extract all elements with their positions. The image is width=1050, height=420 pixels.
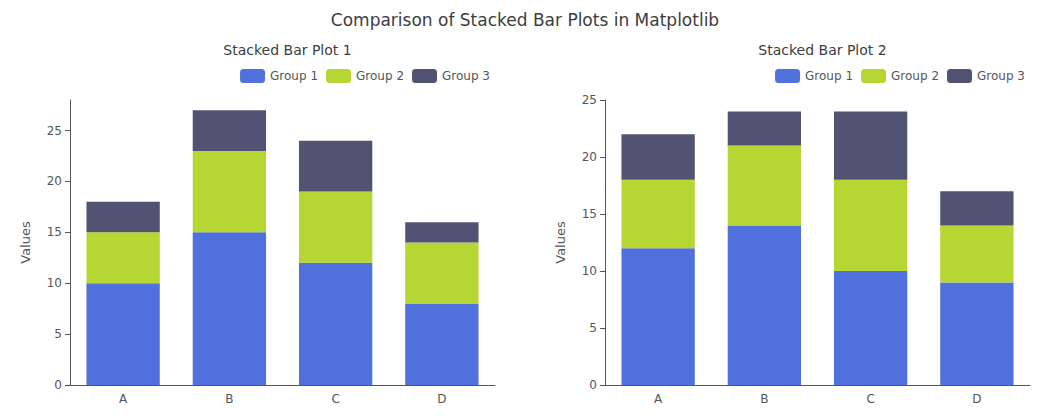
svg-text:0: 0: [589, 378, 597, 392]
svg-text:25: 25: [47, 124, 62, 138]
svg-text:Group 2: Group 2: [891, 69, 939, 83]
svg-text:10: 10: [47, 276, 62, 290]
svg-text:Group 3: Group 3: [442, 69, 490, 83]
svg-text:A: A: [119, 392, 128, 406]
svg-text:5: 5: [54, 327, 62, 341]
svg-text:15: 15: [47, 225, 62, 239]
svg-text:Group 1: Group 1: [270, 69, 318, 83]
svg-text:Group 3: Group 3: [977, 69, 1025, 83]
svg-text:Stacked Bar Plot 2: Stacked Bar Plot 2: [758, 42, 886, 58]
svg-text:D: D: [972, 392, 981, 406]
svg-text:Values: Values: [18, 221, 33, 264]
svg-text:A: A: [654, 392, 663, 406]
svg-text:20: 20: [47, 174, 62, 188]
svg-text:10: 10: [582, 264, 597, 278]
svg-text:Stacked Bar Plot 1: Stacked Bar Plot 1: [223, 42, 351, 58]
svg-text:B: B: [760, 392, 768, 406]
svg-text:15: 15: [582, 207, 597, 221]
svg-text:C: C: [866, 392, 874, 406]
svg-text:Group 2: Group 2: [356, 69, 404, 83]
svg-text:25: 25: [582, 93, 597, 107]
svg-text:20: 20: [582, 150, 597, 164]
svg-text:0: 0: [54, 378, 62, 392]
svg-text:Comparison of Stacked Bar Plot: Comparison of Stacked Bar Plots in Matpl…: [331, 10, 719, 30]
svg-text:B: B: [225, 392, 233, 406]
svg-text:Group 1: Group 1: [805, 69, 853, 83]
svg-text:C: C: [331, 392, 339, 406]
svg-text:D: D: [437, 392, 446, 406]
svg-text:5: 5: [589, 321, 597, 335]
svg-text:Values: Values: [553, 221, 568, 264]
